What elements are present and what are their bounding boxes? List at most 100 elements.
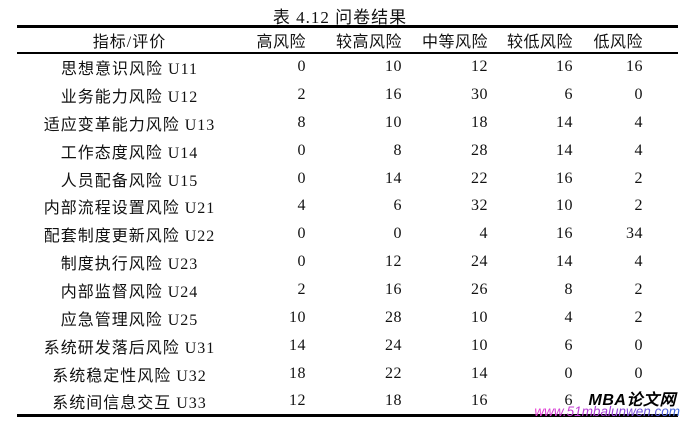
cell-value: 4 bbox=[564, 308, 573, 326]
table-row: 工作态度风险 U14 0 8 28 14 4 bbox=[17, 137, 678, 165]
cell-value: 12 bbox=[289, 391, 306, 409]
cell-value: 18 bbox=[289, 364, 306, 382]
cell-value: 2 bbox=[634, 281, 643, 299]
cell-value: 10 bbox=[385, 113, 402, 131]
cell-value: 14 bbox=[385, 169, 402, 187]
row-label: 业务能力风险 U12 bbox=[60, 88, 199, 106]
questionnaire-results-table: 指标/评价 高风险 较高风险 中等风险 较低风险 低风险 思想意识风险 U11 0 10 12 1… bbox=[17, 25, 678, 418]
cell-value: 10 bbox=[289, 308, 306, 326]
cell-value: 8 bbox=[564, 281, 573, 299]
cell-value: 14 bbox=[289, 336, 306, 354]
cell-value: 12 bbox=[385, 253, 402, 271]
watermark-site-url: www.51mbalunwen.com bbox=[534, 404, 680, 419]
cell-value: 2 bbox=[634, 197, 643, 215]
row-label: 配套制度更新风险 U22 bbox=[43, 228, 216, 246]
cell-value: 10 bbox=[556, 197, 573, 215]
cell-value: 16 bbox=[471, 391, 488, 409]
table-row: 应急管理风险 U25 10 28 10 4 2 bbox=[17, 304, 678, 332]
cell-value: 16 bbox=[556, 169, 573, 187]
cell-value: 0 bbox=[297, 225, 306, 243]
cell-value: 6 bbox=[564, 85, 573, 103]
header-row: 指标/评价 高风险 较高风险 中等风险 较低风险 低风险 bbox=[17, 27, 678, 53]
cell-value: 10 bbox=[471, 308, 488, 326]
cell-value: 0 bbox=[634, 336, 643, 354]
cell-value: 14 bbox=[556, 141, 573, 159]
cell-value: 28 bbox=[471, 141, 488, 159]
row-label: 适应变革能力风险 U13 bbox=[43, 116, 216, 134]
cell-value: 30 bbox=[471, 85, 488, 103]
cell-value: 32 bbox=[471, 197, 488, 215]
cell-value: 2 bbox=[634, 169, 643, 187]
cell-value: 4 bbox=[634, 141, 643, 159]
table-row: 内部监督风险 U24 2 16 26 8 2 bbox=[17, 276, 678, 304]
cell-value: 22 bbox=[471, 169, 488, 187]
cell-value: 18 bbox=[471, 113, 488, 131]
cell-value: 16 bbox=[556, 58, 573, 76]
col-header-indicator: 指标/评价 bbox=[92, 34, 167, 51]
row-label: 系统研发落后风险 U31 bbox=[43, 339, 216, 357]
col-header: 中等风险 bbox=[421, 34, 488, 51]
cell-value: 14 bbox=[556, 113, 573, 131]
cell-value: 0 bbox=[564, 364, 573, 382]
cell-value: 34 bbox=[626, 225, 643, 243]
cell-value: 2 bbox=[297, 85, 306, 103]
table-row: 系统间信息交互 U33 12 18 16 6 bbox=[17, 388, 678, 416]
table-row: 系统研发落后风险 U31 14 24 10 6 0 bbox=[17, 332, 678, 360]
cell-value: 0 bbox=[393, 225, 402, 243]
cell-value: 16 bbox=[556, 225, 573, 243]
cell-value: 18 bbox=[385, 391, 402, 409]
cell-value: 0 bbox=[297, 58, 306, 76]
cell-value: 6 bbox=[393, 197, 402, 215]
col-header: 高风险 bbox=[256, 34, 306, 51]
row-label: 应急管理风险 U25 bbox=[60, 311, 199, 329]
row-label: 制度执行风险 U23 bbox=[60, 256, 199, 274]
table-row: 业务能力风险 U12 2 16 30 6 0 bbox=[17, 81, 678, 109]
table-row: 系统稳定性风险 U32 18 22 14 0 0 bbox=[17, 360, 678, 388]
row-label: 人员配备风险 U15 bbox=[60, 172, 199, 190]
cell-value: 0 bbox=[297, 169, 306, 187]
cell-value: 0 bbox=[297, 253, 306, 271]
cell-value: 4 bbox=[297, 197, 306, 215]
cell-value: 4 bbox=[634, 253, 643, 271]
col-header: 较高风险 bbox=[335, 34, 402, 51]
cell-value: 2 bbox=[297, 281, 306, 299]
table-body: 思想意识风险 U11 0 10 12 16 16 业务能力风险 U12 2 16 30 6 0 适应变革… bbox=[17, 53, 678, 416]
table-row: 思想意识风险 U11 0 10 12 16 16 bbox=[17, 53, 678, 81]
cell-value: 26 bbox=[471, 281, 488, 299]
watermark-site-name: MBA论文网 bbox=[588, 392, 676, 409]
table-title: 表 4.12 问卷结果 bbox=[272, 8, 408, 27]
cell-value: 4 bbox=[479, 225, 488, 243]
row-label: 工作态度风险 U14 bbox=[60, 144, 199, 162]
cell-value: 10 bbox=[385, 58, 402, 76]
row-label: 内部流程设置风险 U21 bbox=[43, 200, 216, 218]
cell-value: 4 bbox=[634, 113, 643, 131]
cell-value: 28 bbox=[385, 308, 402, 326]
cell-value: 8 bbox=[393, 141, 402, 159]
cell-value: 16 bbox=[385, 85, 402, 103]
table-row: 人员配备风险 U15 0 14 22 16 2 bbox=[17, 165, 678, 193]
row-label: 系统稳定性风险 U32 bbox=[52, 367, 207, 385]
cell-value: 6 bbox=[564, 336, 573, 354]
cell-value: 6 bbox=[564, 391, 573, 409]
col-header: 较低风险 bbox=[506, 34, 573, 51]
table-row: 适应变革能力风险 U13 8 10 18 14 4 bbox=[17, 109, 678, 137]
cell-value: 16 bbox=[626, 58, 643, 76]
cell-value: 0 bbox=[297, 141, 306, 159]
table-row: 内部流程设置风险 U21 4 6 32 10 2 bbox=[17, 192, 678, 220]
col-header: 低风险 bbox=[593, 34, 643, 51]
cell-value: 24 bbox=[471, 253, 488, 271]
row-label: 内部监督风险 U24 bbox=[60, 284, 199, 302]
cell-value: 10 bbox=[471, 336, 488, 354]
cell-value: 2 bbox=[634, 308, 643, 326]
cell-value: 8 bbox=[297, 113, 306, 131]
cell-value: 16 bbox=[385, 281, 402, 299]
table-row: 配套制度更新风险 U22 0 0 4 16 34 bbox=[17, 220, 678, 248]
table-row: 制度执行风险 U23 0 12 24 14 4 bbox=[17, 248, 678, 276]
cell-value: 22 bbox=[385, 364, 402, 382]
cell-value: 0 bbox=[634, 364, 643, 382]
cell-value: 24 bbox=[385, 336, 402, 354]
row-label: 思想意识风险 U11 bbox=[61, 61, 198, 79]
row-label: 系统间信息交互 U33 bbox=[52, 394, 207, 412]
cell-value: 14 bbox=[556, 253, 573, 271]
cell-value: 14 bbox=[471, 364, 488, 382]
